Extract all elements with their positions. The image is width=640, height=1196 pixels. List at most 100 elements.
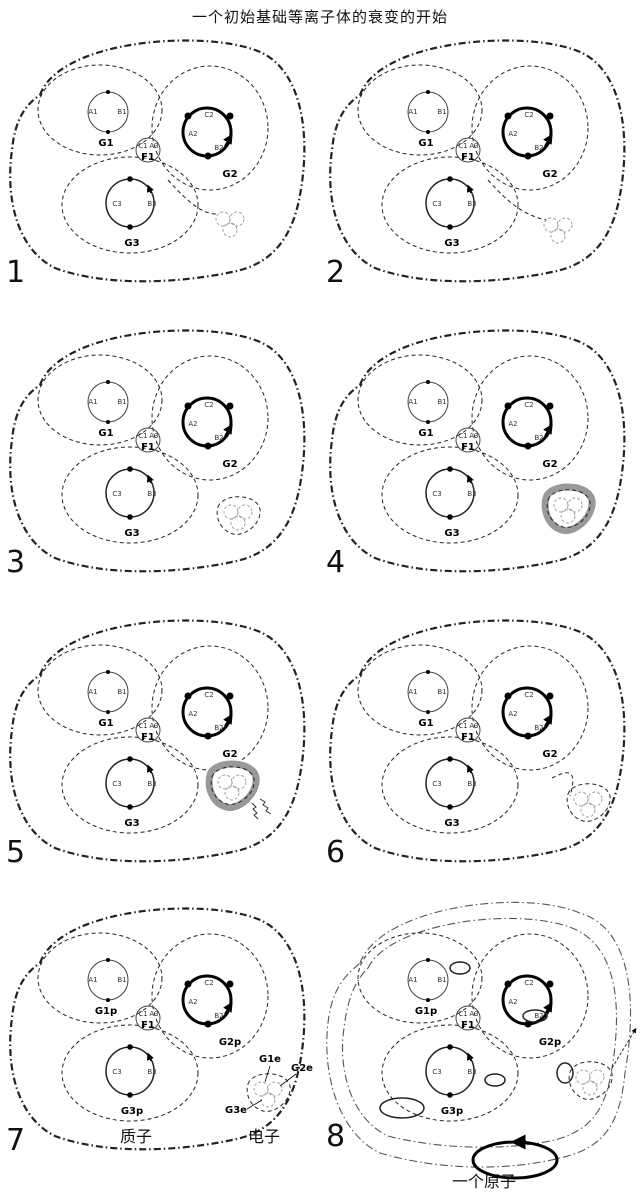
g3-arrow: [466, 184, 474, 194]
g1-node-top: [426, 958, 430, 962]
g3-node-top: [447, 1044, 453, 1050]
g1-label: G1: [98, 138, 113, 149]
b1-label: B1: [117, 108, 126, 116]
g1-label: G1: [98, 428, 113, 439]
c2-label: C2: [524, 401, 533, 409]
g3-node-bottom: [127, 804, 133, 810]
electron-g2e: [589, 1069, 605, 1085]
g1-label: G1: [98, 718, 113, 729]
electron-boundary: [546, 489, 591, 528]
b1-label: B1: [117, 398, 126, 406]
b1-label: B1: [117, 688, 126, 696]
panel-number: 3: [6, 545, 25, 580]
a2-label: A2: [188, 420, 197, 428]
panel-number: 4: [326, 545, 345, 580]
outer-boundary: [329, 619, 626, 863]
electron-g1e: [573, 791, 589, 807]
electron-boundary: [246, 1073, 291, 1112]
c1-label: C1: [138, 432, 147, 440]
a1-label: A1: [408, 688, 417, 696]
g1-node-bottom: [106, 130, 110, 134]
panel-number: 6: [326, 835, 345, 870]
g2-node-left: [504, 692, 512, 700]
g1-node-top: [426, 380, 430, 384]
electron-g2e: [237, 504, 253, 520]
g3-region: [381, 446, 519, 544]
outer-boundary: [9, 39, 306, 283]
c2-label: C2: [524, 979, 533, 987]
g1-region: [357, 644, 483, 736]
b3-label: B3: [147, 1068, 156, 1076]
g1-label: G1: [418, 428, 433, 439]
g3-node-bottom: [127, 514, 133, 520]
g3-node-top: [127, 176, 133, 182]
g1-region: [37, 932, 163, 1024]
electron-g1e: [543, 217, 559, 233]
g1-label: G1: [418, 138, 433, 149]
a3-label: A3: [149, 432, 158, 440]
g2-label: G2: [222, 459, 237, 470]
panel-number: 2: [326, 255, 345, 290]
electron-g3e: [582, 1080, 598, 1096]
g1-label: G1: [418, 718, 433, 729]
orbit-1: [449, 961, 471, 975]
g2-node-right: [226, 402, 234, 410]
g3-node-top: [127, 756, 133, 762]
g2-node-right: [546, 112, 554, 120]
f1-label: F1: [461, 152, 475, 163]
b2-label: B2: [214, 434, 223, 442]
a3-label: A3: [469, 1010, 478, 1018]
g3-node-bottom: [447, 514, 453, 520]
g3-region: [61, 1024, 199, 1122]
g3-node-bottom: [447, 1092, 453, 1098]
f1-circle: [455, 1005, 481, 1031]
g3-region: [381, 156, 519, 254]
g1-node-top: [426, 670, 430, 674]
g3-arrow: [146, 474, 154, 484]
b3-label: B3: [147, 200, 156, 208]
electron-g2e: [229, 211, 245, 227]
f1-label: F1: [141, 732, 155, 743]
g3-label: G3: [444, 528, 459, 539]
outer-boundary: [9, 329, 306, 573]
g2-node-bottom: [524, 152, 532, 160]
f1-circle: [455, 427, 481, 453]
electron-g2e: [557, 217, 573, 233]
a1-label: A1: [88, 398, 97, 406]
c1-label: C1: [458, 142, 467, 150]
g1-node-top: [106, 380, 110, 384]
a1-label: A1: [408, 976, 417, 984]
g2-node-bottom: [524, 442, 532, 450]
a3-label: A3: [469, 142, 478, 150]
c1-label: C1: [138, 722, 147, 730]
g2-region: [151, 65, 269, 191]
g1-label: G1p: [95, 1006, 117, 1017]
g3-node-top: [127, 1044, 133, 1050]
g3-node-bottom: [127, 1092, 133, 1098]
g1-region: [37, 64, 163, 156]
electron-boundary: [210, 766, 255, 805]
g2-label: G2p: [219, 1037, 241, 1048]
g3-node-top: [447, 756, 453, 762]
a2-label: A2: [188, 130, 197, 138]
electron-g3e: [230, 515, 246, 531]
g1-node-bottom: [106, 998, 110, 1002]
g1-node-top: [426, 90, 430, 94]
b3-label: B3: [467, 1068, 476, 1076]
c3-label: C3: [112, 1068, 121, 1076]
g3-arrow: [466, 764, 474, 774]
g2-arrow: [543, 713, 553, 727]
a3-label: A3: [149, 142, 158, 150]
g3-region: [61, 446, 199, 544]
outer-boundary: [329, 39, 626, 283]
electron-link: [487, 179, 547, 221]
c3-label: C3: [112, 780, 121, 788]
outer-boundary: [9, 619, 306, 863]
g2e-label: G2e: [291, 1063, 313, 1074]
c3-label: C3: [112, 490, 121, 498]
g2-node-bottom: [204, 152, 212, 160]
a2-label: A2: [508, 998, 517, 1006]
g1-node-bottom: [106, 710, 110, 714]
panel-number: 1: [6, 255, 25, 290]
electron-halo: [541, 483, 596, 535]
